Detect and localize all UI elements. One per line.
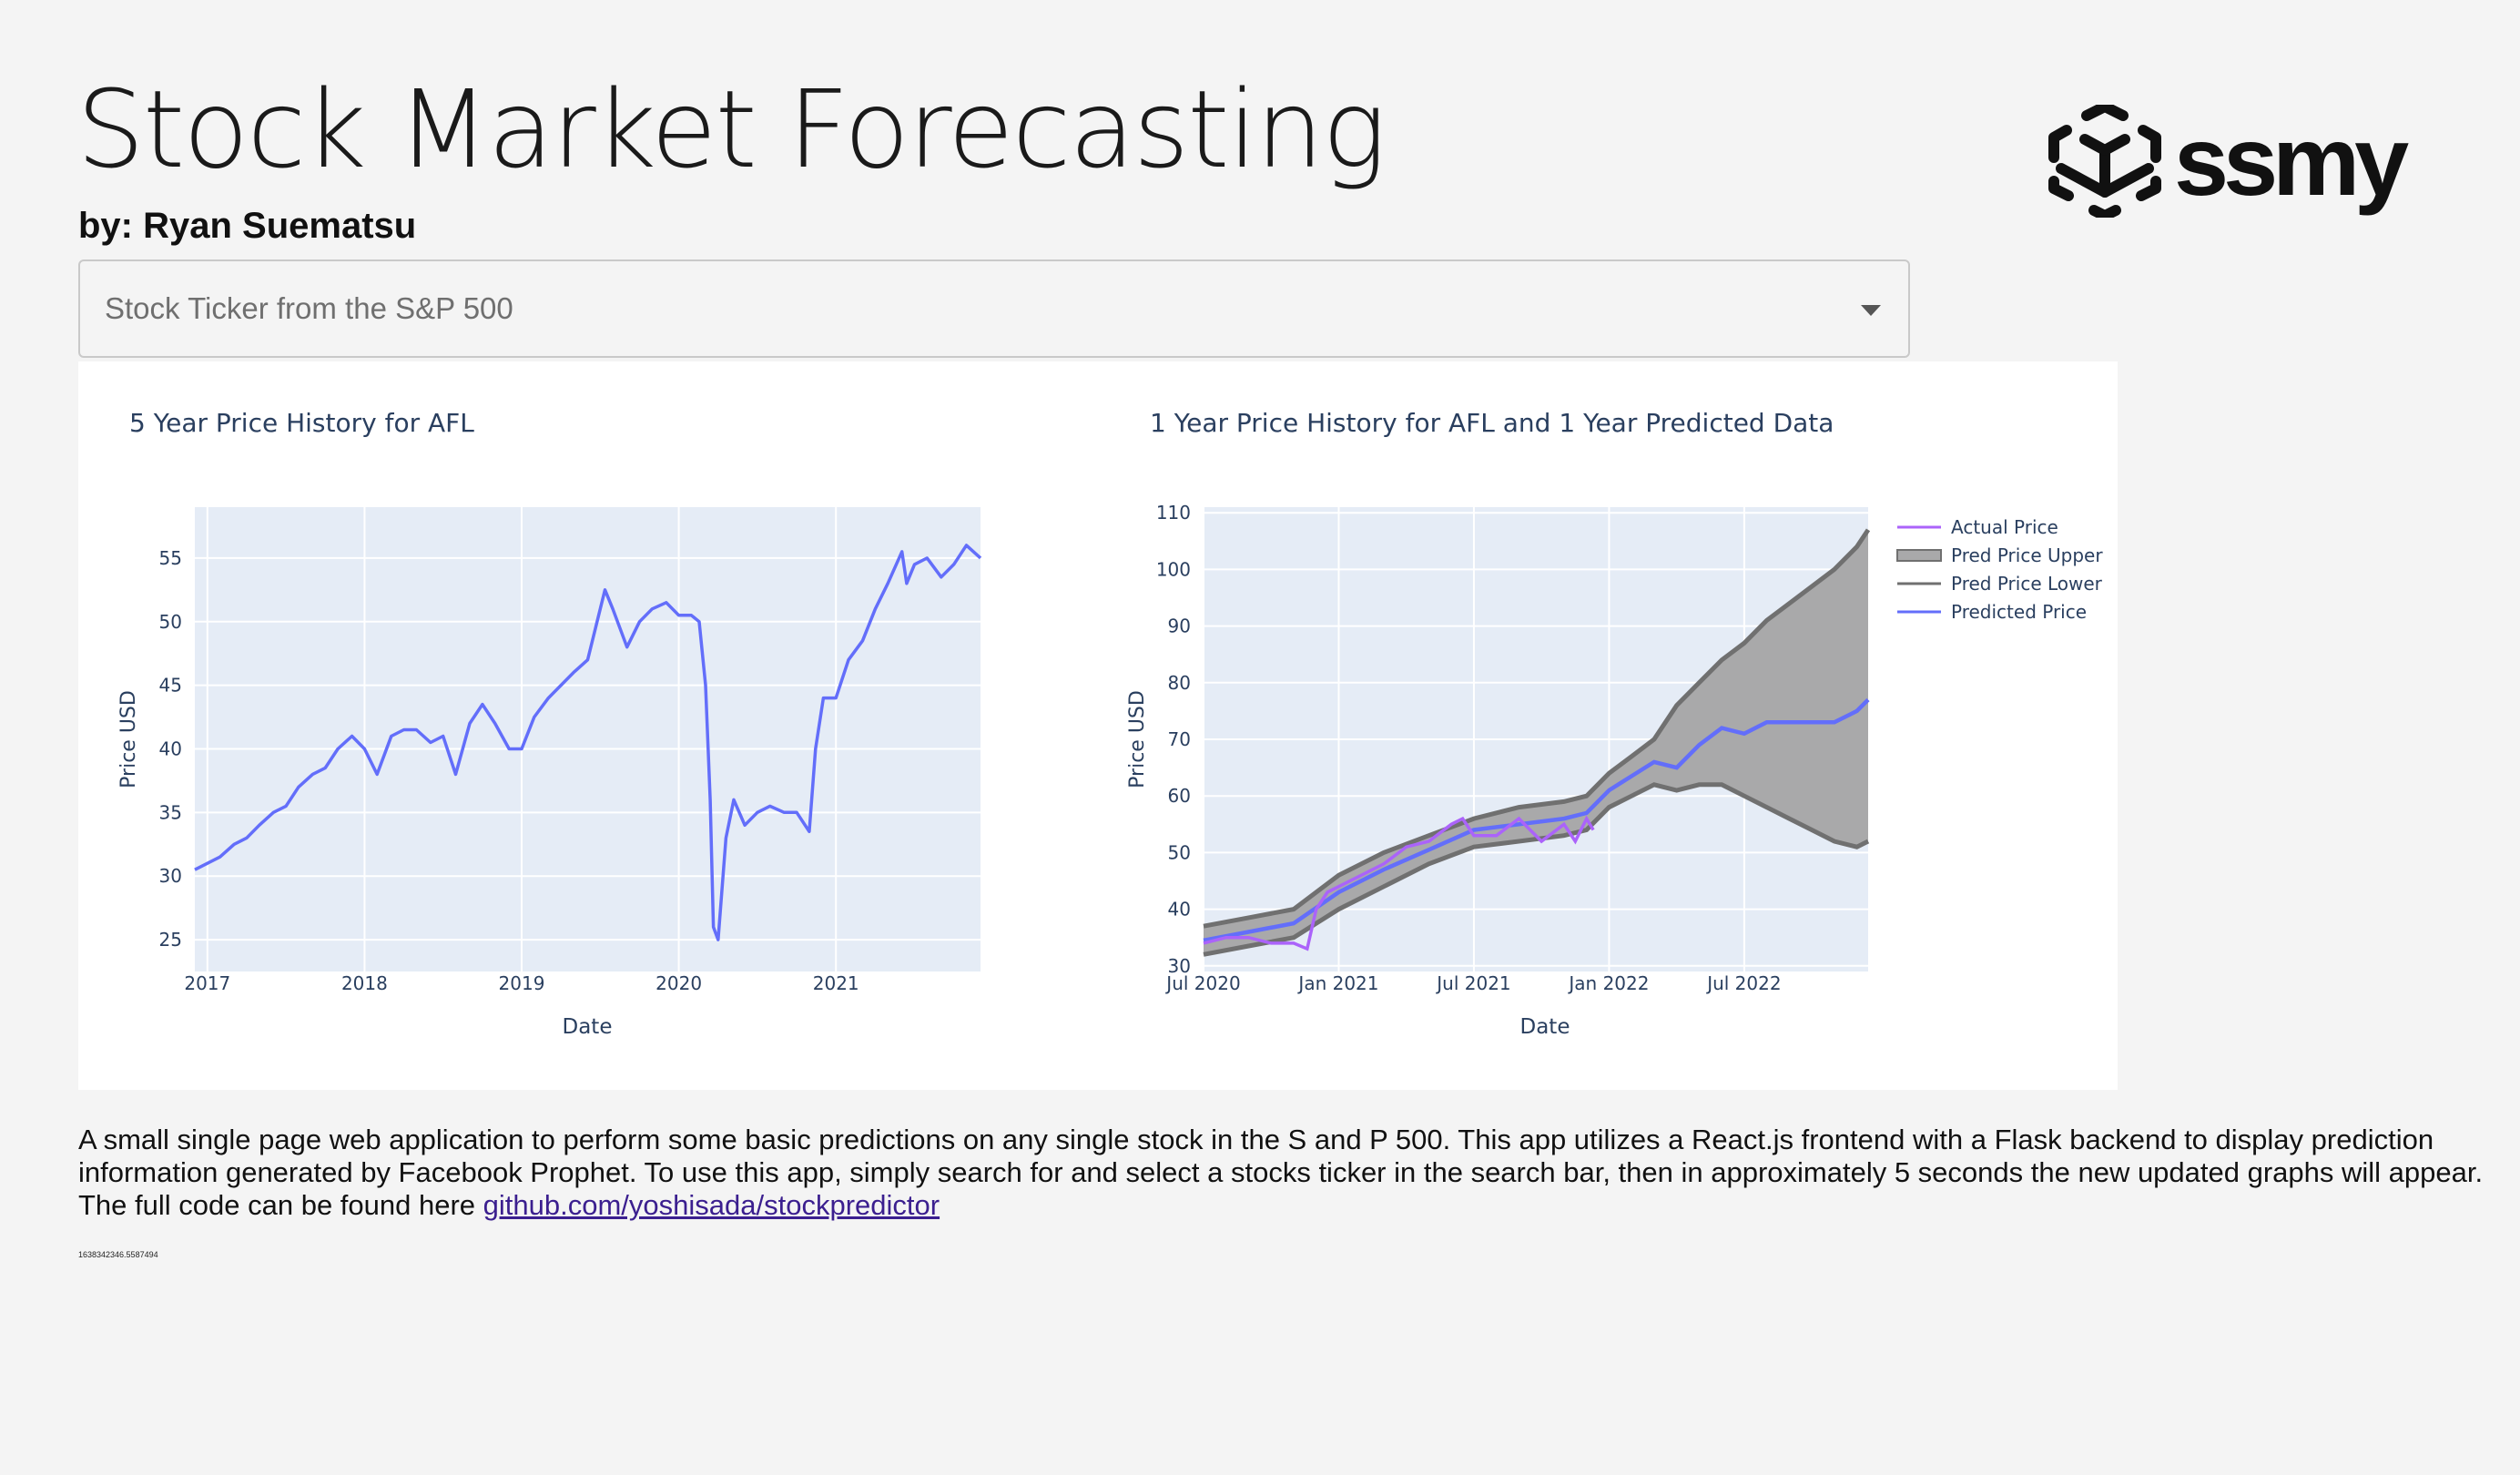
charts-panel: 5 Year Price History for AFL 2017 2018 201…	[78, 361, 2118, 1090]
y-tick-label: 80	[1168, 672, 1191, 694]
page-title: Stock Market Forecasting	[76, 66, 1387, 192]
github-link[interactable]: github.com/yoshisada/stockpredictor	[483, 1189, 940, 1221]
legend-item[interactable]: Pred Price Lower	[1897, 573, 2103, 595]
legend-item[interactable]: Predicted Price	[1897, 601, 2087, 623]
x-tick-label: Jan 2022	[1567, 972, 1649, 994]
predicted-price-line	[1203, 697, 1870, 943]
chevron-down-icon[interactable]	[1861, 305, 1881, 316]
ticker-search-placeholder: Stock Ticker from the S&P 500	[105, 291, 513, 325]
y-axis-label: Price USD	[1126, 690, 1149, 788]
x-tick-label: 2021	[813, 972, 859, 994]
chart-title: 5 Year Price History for AFL	[129, 408, 474, 438]
ticker-search-select[interactable]: Stock Ticker from the S&P 500	[78, 259, 1910, 358]
y-tick-label: 40	[159, 738, 182, 759]
prediction-band	[1204, 529, 1868, 955]
plot-area	[195, 507, 981, 971]
price-history-chart: 5 Year Price History for AFL 2017 2018 201…	[117, 408, 982, 1039]
y-tick-label: 100	[1156, 558, 1191, 580]
pred-upper-line	[1203, 528, 1871, 929]
app-description: A small single page web application to p…	[78, 1124, 2518, 1222]
y-tick-label: 35	[159, 801, 182, 823]
chart-title: 1 Year Price History for AFL and 1 Year …	[1150, 408, 1834, 438]
y-tick-label: 50	[159, 611, 182, 633]
actual-price-line	[1203, 815, 1595, 951]
y-tick-label: 40	[1168, 899, 1191, 921]
author-byline: by: Ryan Suematsu	[78, 206, 417, 246]
legend-label: Pred Price Upper	[1951, 544, 2103, 566]
x-tick-label: 2020	[655, 972, 702, 994]
y-tick-label: 60	[1168, 785, 1191, 807]
y-tick-label: 50	[1168, 841, 1191, 863]
x-axis-label: Date	[1520, 1015, 1570, 1039]
timestamp-text: 1638342346.5587494	[78, 1250, 158, 1259]
y-tick-label: 25	[159, 929, 182, 951]
pred-lower-line	[1203, 782, 1870, 957]
description-text: A small single page web application to p…	[78, 1124, 2484, 1221]
x-tick-label: 2017	[184, 972, 230, 994]
x-tick-label: Jul 2021	[1435, 972, 1510, 994]
ssmy-logo: ssmy	[2048, 102, 2413, 220]
chart-legend[interactable]: Actual Price Pred Price Upper Pred Price L…	[1896, 516, 2103, 623]
legend-label: Pred Price Lower	[1951, 573, 2103, 595]
x-tick-label: Jul 2022	[1705, 972, 1781, 994]
logo-wordmark: ssmy	[2174, 106, 2409, 216]
cube-logo-icon	[2048, 105, 2161, 218]
y-tick-label: 90	[1168, 615, 1191, 637]
y-tick-label: 55	[159, 547, 182, 569]
x-tick-label: 2018	[341, 972, 388, 994]
legend-label: Predicted Price	[1951, 601, 2087, 623]
x-tick-label: 2019	[499, 972, 545, 994]
legend-item[interactable]: Actual Price	[1897, 516, 2058, 538]
x-tick-label: Jan 2021	[1296, 972, 1378, 994]
legend-swatch	[1896, 549, 1942, 562]
y-axis-label: Price USD	[117, 690, 140, 788]
legend-item[interactable]: Pred Price Upper	[1896, 544, 2103, 566]
legend-label: Actual Price	[1951, 516, 2058, 538]
y-tick-label: 30	[159, 865, 182, 887]
y-tick-label: 45	[159, 675, 182, 697]
x-tick-label: Jul 2020	[1164, 972, 1240, 994]
price-history-line	[194, 544, 982, 941]
y-tick-label: 30	[1168, 955, 1191, 977]
y-tick-label: 110	[1156, 502, 1191, 524]
prediction-chart: 1 Year Price History for AFL and 1 Year …	[1126, 408, 2103, 1039]
y-tick-label: 70	[1168, 728, 1191, 750]
x-axis-label: Date	[563, 1015, 613, 1039]
